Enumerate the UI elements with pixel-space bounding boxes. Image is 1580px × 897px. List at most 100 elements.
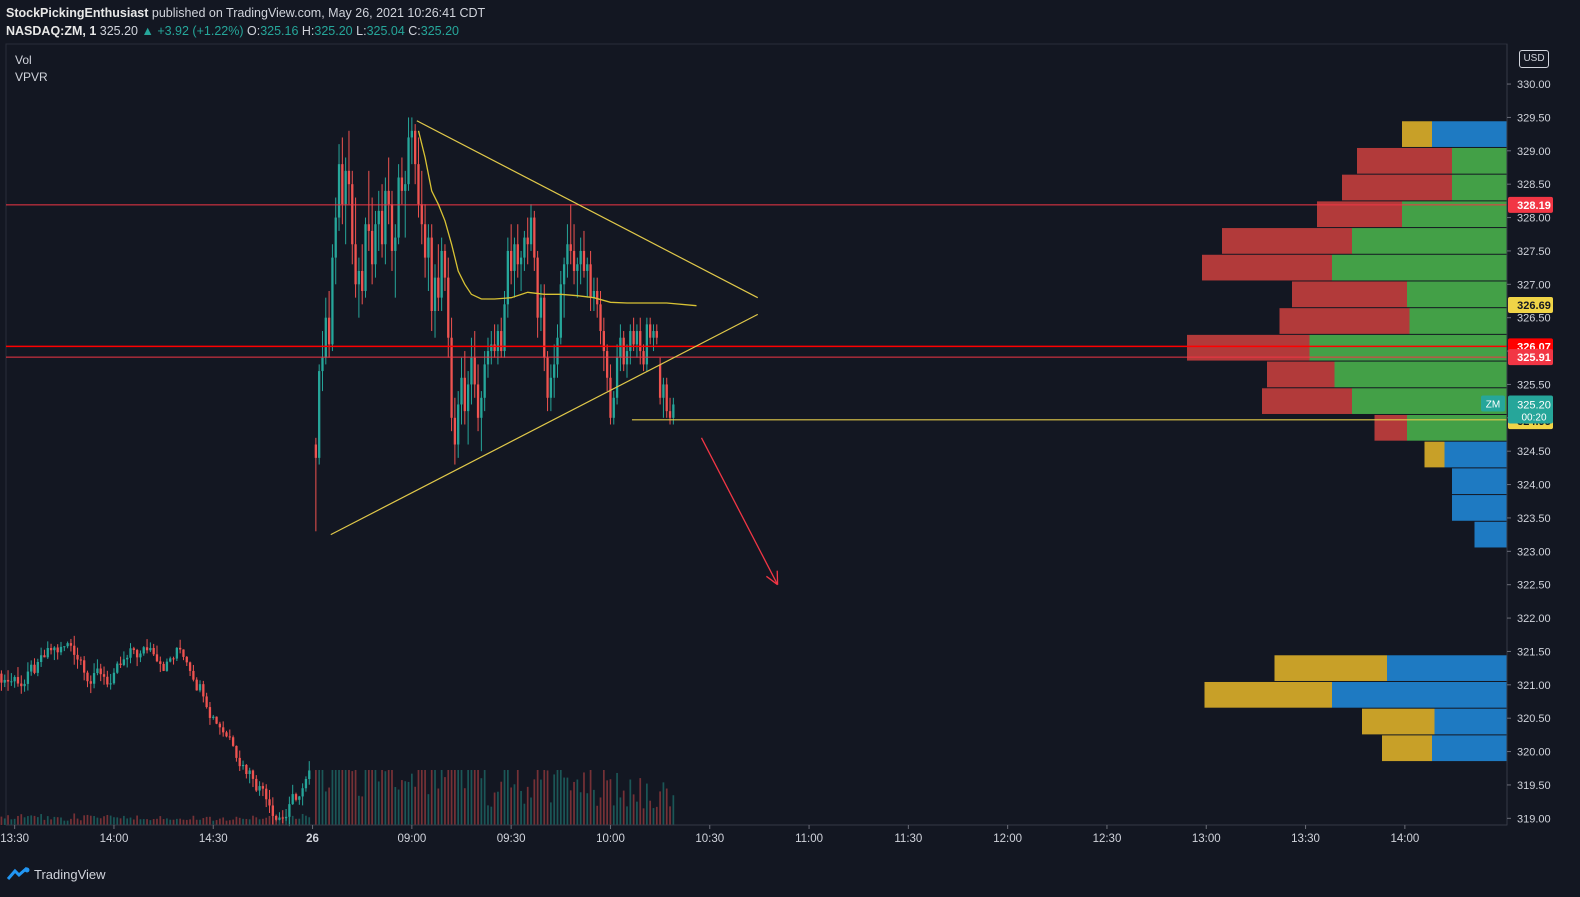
volume-bar bbox=[70, 818, 72, 825]
price-axis[interactable]: 319.00 319.50 320.00 320.50 321.00 321.50 322.… bbox=[1481, 44, 1553, 825]
volume-bar bbox=[305, 815, 307, 825]
volume-bar bbox=[546, 770, 549, 825]
volume-bar bbox=[80, 820, 82, 825]
volume-bar bbox=[219, 818, 221, 825]
vpvr-down-bar bbox=[1374, 414, 1407, 441]
volume-bar bbox=[46, 816, 49, 825]
indicator-vol[interactable]: Vol bbox=[15, 53, 32, 67]
price-tick-label: 321.00 bbox=[1517, 680, 1551, 692]
volume-bar bbox=[56, 817, 59, 825]
volume-bar bbox=[447, 770, 450, 825]
candle-body bbox=[122, 659, 126, 665]
volume-bar bbox=[463, 788, 466, 825]
candle-body bbox=[579, 250, 582, 265]
candle-body bbox=[553, 364, 556, 378]
candle-body bbox=[291, 794, 294, 805]
candle-body bbox=[546, 357, 549, 398]
candle-body bbox=[30, 664, 33, 672]
volume-bar bbox=[225, 820, 228, 825]
currency-badge[interactable]: USD bbox=[1519, 50, 1549, 68]
volume-bar bbox=[520, 790, 522, 825]
candle-body bbox=[6, 679, 10, 682]
volume-bar bbox=[252, 815, 254, 825]
candle-body bbox=[179, 647, 182, 650]
candle-body bbox=[215, 716, 218, 724]
candle-body bbox=[225, 732, 228, 737]
candle-body bbox=[367, 224, 370, 231]
branding-footer[interactable]: TradingView bbox=[6, 864, 106, 884]
time-axis[interactable]: 13:30 14:00 14:30 26 09:00 09:30 10:00 10:30 11:… bbox=[0, 824, 1507, 845]
candle-body bbox=[364, 224, 367, 291]
candle-body bbox=[3, 679, 6, 683]
indicator-vpvr[interactable]: VPVR bbox=[15, 70, 48, 84]
down-arrow-shaft[interactable] bbox=[700, 437, 779, 585]
price-tick-label: 323.00 bbox=[1517, 546, 1551, 558]
candle-body bbox=[596, 290, 599, 305]
price-tick-label: 319.50 bbox=[1517, 780, 1551, 792]
candle-body bbox=[142, 647, 145, 654]
drawings[interactable] bbox=[6, 120, 1507, 586]
candle-body bbox=[59, 646, 63, 653]
candle-body bbox=[89, 681, 92, 684]
volume-bar bbox=[53, 816, 56, 825]
down-arrow-head[interactable] bbox=[766, 575, 778, 586]
candle-body bbox=[430, 237, 433, 312]
candle-body bbox=[510, 250, 513, 271]
volume-bar bbox=[387, 770, 390, 825]
candle-body bbox=[443, 250, 447, 278]
vpvr-down-bar bbox=[1362, 708, 1435, 735]
price-label-tag[interactable] bbox=[1508, 349, 1553, 366]
volume-bar bbox=[30, 815, 33, 825]
candle-body bbox=[321, 357, 324, 372]
volume-bar bbox=[182, 819, 185, 825]
volume-bar bbox=[265, 817, 268, 825]
candle-body bbox=[519, 257, 523, 265]
candle-body bbox=[377, 210, 380, 225]
candle-body bbox=[589, 264, 592, 298]
triangle-lower-trendline[interactable] bbox=[330, 313, 759, 536]
vpvr-down-bar bbox=[1382, 735, 1432, 762]
triangle-upper-trendline[interactable] bbox=[416, 120, 759, 299]
candle-body bbox=[132, 648, 135, 651]
volume-bar bbox=[195, 819, 198, 825]
price-label-tag[interactable] bbox=[1508, 297, 1553, 314]
volume-bar bbox=[331, 770, 334, 825]
volume-bar bbox=[7, 815, 9, 825]
candle-body bbox=[526, 237, 529, 245]
volume-bar bbox=[202, 818, 205, 825]
time-tick-label: 09:30 bbox=[497, 833, 526, 845]
candle-body bbox=[265, 788, 268, 800]
symbol-tag[interactable] bbox=[1481, 395, 1505, 412]
volume-bar bbox=[146, 819, 148, 825]
high-label: H: bbox=[301, 24, 315, 38]
volume-bar bbox=[364, 770, 367, 825]
time-tick-label: 13:30 bbox=[0, 833, 29, 845]
volume-bar bbox=[602, 770, 605, 825]
candle-body bbox=[39, 655, 43, 662]
vwap-line[interactable] bbox=[417, 130, 697, 307]
price-label-text: 326.69 bbox=[1517, 300, 1551, 312]
volume-bar bbox=[576, 779, 579, 825]
candle-body bbox=[13, 677, 16, 682]
branding-label: TradingView bbox=[34, 866, 106, 882]
candle-body bbox=[73, 645, 76, 655]
candle-body bbox=[56, 647, 59, 653]
candle-body bbox=[619, 337, 622, 358]
symbol-label[interactable]: NASDAQ:ZM, 1 bbox=[6, 24, 97, 38]
price-label-tag[interactable] bbox=[1508, 196, 1553, 213]
volume-bar bbox=[619, 797, 622, 825]
volume-bar bbox=[513, 784, 516, 825]
price-change: ▲ +3.92 (+1.22%) bbox=[141, 24, 244, 38]
candle-body bbox=[605, 351, 609, 378]
volume-bar bbox=[417, 770, 420, 825]
candle-body bbox=[16, 677, 20, 684]
volume-bar bbox=[612, 805, 615, 825]
author-name[interactable]: StockPickingEnthusiast bbox=[6, 6, 149, 20]
candle-body bbox=[347, 170, 351, 185]
volume-bar bbox=[523, 803, 526, 825]
vpvr-up-bar bbox=[1432, 735, 1507, 762]
candle-body bbox=[490, 344, 493, 352]
volume-bar bbox=[278, 819, 281, 825]
current-price-tag[interactable] bbox=[1508, 395, 1553, 424]
